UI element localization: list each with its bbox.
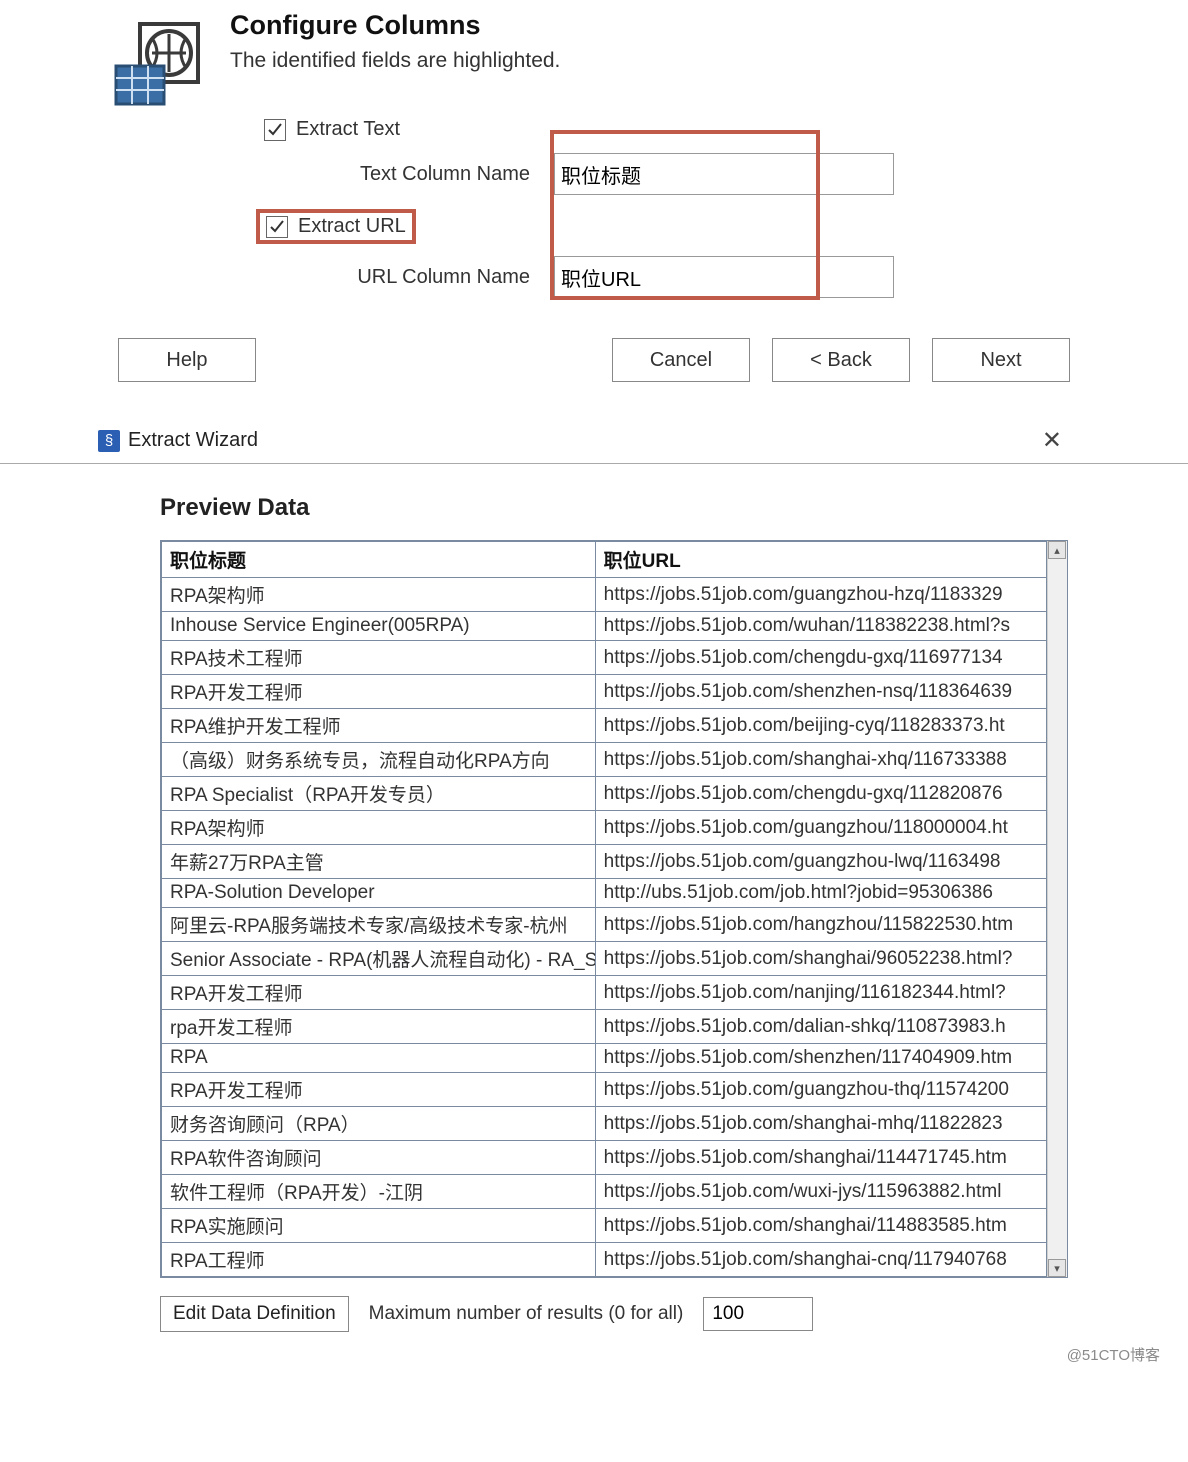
cell-title: RPA维护开发工程师 bbox=[162, 709, 596, 743]
table-row[interactable]: （高级）财务系统专员，流程自动化RPA方向https://jobs.51job.… bbox=[162, 743, 1047, 777]
column-header-url[interactable]: 职位URL bbox=[595, 542, 1046, 578]
cell-url: https://jobs.51job.com/shanghai-xhq/1167… bbox=[595, 743, 1046, 777]
text-column-name-label: Text Column Name bbox=[264, 163, 554, 186]
url-column-name-label: URL Column Name bbox=[264, 266, 554, 289]
cell-title: RPA开发工程师 bbox=[162, 1073, 596, 1107]
cell-url: https://jobs.51job.com/dalian-shkq/11087… bbox=[595, 1010, 1046, 1044]
max-results-input[interactable] bbox=[703, 1297, 813, 1331]
cell-title: 阿里云-RPA服务端技术专家/高级技术专家-杭州 bbox=[162, 908, 596, 942]
cell-title: RPA架构师 bbox=[162, 578, 596, 612]
table-row[interactable]: 财务咨询顾问（RPA）https://jobs.51job.com/shangh… bbox=[162, 1107, 1047, 1141]
table-row[interactable]: RPA开发工程师https://jobs.51job.com/guangzhou… bbox=[162, 1073, 1047, 1107]
table-row[interactable]: 阿里云-RPA服务端技术专家/高级技术专家-杭州https://jobs.51j… bbox=[162, 908, 1047, 942]
cell-title: Senior Associate - RPA(机器人流程自动化) - RA_SI bbox=[162, 942, 596, 976]
cell-url: http://ubs.51job.com/job.html?jobid=9530… bbox=[595, 879, 1046, 908]
cell-url: https://jobs.51job.com/shanghai-mhq/1182… bbox=[595, 1107, 1046, 1141]
cell-url: https://jobs.51job.com/guangzhou-thq/115… bbox=[595, 1073, 1046, 1107]
cell-url: https://jobs.51job.com/wuhan/118382238.h… bbox=[595, 612, 1046, 641]
table-row[interactable]: 软件工程师（RPA开发）-江阴https://jobs.51job.com/wu… bbox=[162, 1175, 1047, 1209]
cell-url: https://jobs.51job.com/shanghai/11447174… bbox=[595, 1141, 1046, 1175]
cell-url: https://jobs.51job.com/wuxi-jys/11596388… bbox=[595, 1175, 1046, 1209]
cell-title: 财务咨询顾问（RPA） bbox=[162, 1107, 596, 1141]
cell-title: RPA软件咨询顾问 bbox=[162, 1141, 596, 1175]
cell-url: https://jobs.51job.com/shanghai-cnq/1179… bbox=[595, 1243, 1046, 1277]
cell-url: https://jobs.51job.com/shanghai/96052238… bbox=[595, 942, 1046, 976]
table-row[interactable]: 年薪27万RPA主管https://jobs.51job.com/guangzh… bbox=[162, 845, 1047, 879]
preview-heading: Preview Data bbox=[160, 494, 1068, 522]
max-results-label: Maximum number of results (0 for all) bbox=[369, 1303, 684, 1325]
wizard-title: Extract Wizard bbox=[128, 429, 258, 452]
cancel-button[interactable]: Cancel bbox=[612, 338, 750, 382]
page-title: Configure Columns bbox=[230, 10, 560, 41]
scroll-down-icon[interactable]: ▾ bbox=[1048, 1259, 1066, 1277]
url-column-name-input[interactable] bbox=[554, 256, 894, 298]
cell-url: https://jobs.51job.com/chengdu-gxq/11282… bbox=[595, 777, 1046, 811]
table-row[interactable]: RPA实施顾问https://jobs.51job.com/shanghai/1… bbox=[162, 1209, 1047, 1243]
cell-url: https://jobs.51job.com/guangzhou/1180000… bbox=[595, 811, 1046, 845]
table-row[interactable]: RPA软件咨询顾问https://jobs.51job.com/shanghai… bbox=[162, 1141, 1047, 1175]
table-row[interactable]: RPA开发工程师https://jobs.51job.com/nanjing/1… bbox=[162, 976, 1047, 1010]
cell-url: https://jobs.51job.com/chengdu-gxq/11697… bbox=[595, 641, 1046, 675]
cell-url: https://jobs.51job.com/beijing-cyq/11828… bbox=[595, 709, 1046, 743]
page-subtitle: The identified fields are highlighted. bbox=[230, 49, 560, 73]
table-row[interactable]: RPA-Solution Developerhttp://ubs.51job.c… bbox=[162, 879, 1047, 908]
table-row[interactable]: rpa开发工程师https://jobs.51job.com/dalian-sh… bbox=[162, 1010, 1047, 1044]
cell-title: RPA开发工程师 bbox=[162, 976, 596, 1010]
next-button[interactable]: Next bbox=[932, 338, 1070, 382]
wizard-illustration-icon bbox=[110, 10, 210, 110]
cell-title: rpa开发工程师 bbox=[162, 1010, 596, 1044]
cell-url: https://jobs.51job.com/guangzhou-lwq/116… bbox=[595, 845, 1046, 879]
preview-table: 职位标题 职位URL RPA架构师https://jobs.51job.com/… bbox=[161, 541, 1047, 1277]
cell-title: 年薪27万RPA主管 bbox=[162, 845, 596, 879]
back-button[interactable]: < Back bbox=[772, 338, 910, 382]
table-row[interactable]: RPA技术工程师https://jobs.51job.com/chengdu-g… bbox=[162, 641, 1047, 675]
cell-title: 软件工程师（RPA开发）-江阴 bbox=[162, 1175, 596, 1209]
cell-title: RPA开发工程师 bbox=[162, 675, 596, 709]
table-row[interactable]: RPA架构师https://jobs.51job.com/guangzhou/1… bbox=[162, 811, 1047, 845]
table-scrollbar[interactable]: ▴ ▾ bbox=[1047, 541, 1067, 1277]
preview-table-container: 职位标题 职位URL RPA架构师https://jobs.51job.com/… bbox=[160, 540, 1068, 1278]
table-row[interactable]: RPA架构师https://jobs.51job.com/guangzhou-h… bbox=[162, 578, 1047, 612]
cell-url: https://jobs.51job.com/hangzhou/11582253… bbox=[595, 908, 1046, 942]
table-row[interactable]: Inhouse Service Engineer(005RPA)https://… bbox=[162, 612, 1047, 641]
extract-url-checkbox[interactable] bbox=[266, 216, 288, 238]
cell-title: （高级）财务系统专员，流程自动化RPA方向 bbox=[162, 743, 596, 777]
column-header-title[interactable]: 职位标题 bbox=[162, 542, 596, 578]
cell-title: RPA实施顾问 bbox=[162, 1209, 596, 1243]
table-row[interactable]: RPA工程师https://jobs.51job.com/shanghai-cn… bbox=[162, 1243, 1047, 1277]
cell-url: https://jobs.51job.com/shenzhen-nsq/1183… bbox=[595, 675, 1046, 709]
cell-title: RPA-Solution Developer bbox=[162, 879, 596, 908]
cell-title: RPA架构师 bbox=[162, 811, 596, 845]
wizard-title-icon: § bbox=[98, 430, 120, 452]
cell-title: RPA工程师 bbox=[162, 1243, 596, 1277]
cell-url: https://jobs.51job.com/shanghai/11488358… bbox=[595, 1209, 1046, 1243]
extract-url-label: Extract URL bbox=[298, 215, 406, 238]
close-icon[interactable]: ✕ bbox=[1036, 424, 1068, 457]
cell-title: RPA技术工程师 bbox=[162, 641, 596, 675]
cell-title: RPA bbox=[162, 1044, 596, 1073]
table-row[interactable]: RPA开发工程师https://jobs.51job.com/shenzhen-… bbox=[162, 675, 1047, 709]
cell-title: RPA Specialist（RPA开发专员） bbox=[162, 777, 596, 811]
table-row[interactable]: RPAhttps://jobs.51job.com/shenzhen/11740… bbox=[162, 1044, 1047, 1073]
cell-url: https://jobs.51job.com/nanjing/116182344… bbox=[595, 976, 1046, 1010]
watermark-text: @51CTO博客 bbox=[0, 1342, 1188, 1373]
extract-text-label: Extract Text bbox=[296, 118, 400, 141]
table-row[interactable]: RPA Specialist（RPA开发专员）https://jobs.51jo… bbox=[162, 777, 1047, 811]
scroll-up-icon[interactable]: ▴ bbox=[1048, 541, 1066, 559]
cell-url: https://jobs.51job.com/shenzhen/11740490… bbox=[595, 1044, 1046, 1073]
cell-title: Inhouse Service Engineer(005RPA) bbox=[162, 612, 596, 641]
cell-url: https://jobs.51job.com/guangzhou-hzq/118… bbox=[595, 578, 1046, 612]
help-button[interactable]: Help bbox=[118, 338, 256, 382]
table-row[interactable]: Senior Associate - RPA(机器人流程自动化) - RA_SI… bbox=[162, 942, 1047, 976]
edit-data-definition-button[interactable]: Edit Data Definition bbox=[160, 1296, 349, 1332]
table-row[interactable]: RPA维护开发工程师https://jobs.51job.com/beijing… bbox=[162, 709, 1047, 743]
extract-text-checkbox[interactable] bbox=[264, 119, 286, 141]
text-column-name-input[interactable] bbox=[554, 153, 894, 195]
